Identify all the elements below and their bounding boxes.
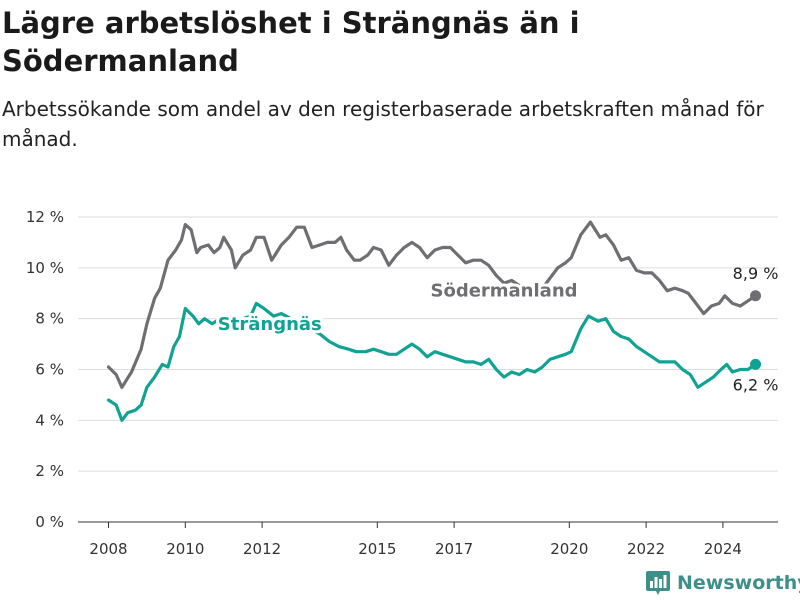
x-tick-label: 2015 — [358, 540, 396, 558]
x-tick-label: 2020 — [550, 540, 588, 558]
y-tick-label: 10 % — [26, 259, 64, 277]
series-name-label: Södermanland — [430, 281, 577, 302]
newsworthy-brand: Newsworthy — [645, 568, 800, 598]
x-tick-label: 2024 — [704, 540, 742, 558]
y-tick-label: 6 % — [35, 361, 64, 379]
grid-lines — [78, 216, 778, 472]
chart-title: Lägre arbetslöshet i Strängnäs än i Söde… — [2, 6, 580, 78]
x-tick-label: 2017 — [435, 540, 473, 558]
series-line-sodermanland — [106, 220, 758, 389]
y-tick-label: 4 % — [35, 411, 64, 429]
x-tick-label: 2008 — [89, 540, 127, 558]
y-axis-tick-labels: 0 % 2 % 4 % 6 % 8 % 10 % 12 % — [26, 208, 64, 531]
series-line-strangnas — [106, 301, 758, 422]
y-tick-label: 8 % — [35, 310, 64, 328]
x-tick-label: 2022 — [627, 540, 665, 558]
x-tick-label: 2010 — [166, 540, 204, 558]
bar-chart-logo-icon — [646, 571, 670, 595]
chart-subtitle: Arbetssökande som andel av den registerb… — [2, 97, 764, 151]
series-name-label: Strängnäs — [218, 314, 322, 335]
y-tick-label: 12 % — [26, 208, 64, 226]
y-tick-label: 0 % — [35, 513, 64, 531]
x-axis-tick-labels: 2008 2010 2012 2015 2017 2020 2022 2024 — [89, 522, 742, 558]
x-tick-label: 2012 — [243, 540, 281, 558]
series-end-dot — [750, 358, 762, 370]
brand-name: Newsworthy — [677, 572, 800, 594]
y-tick-label: 2 % — [35, 462, 64, 480]
series-end-label: 6,2 % — [733, 375, 779, 394]
series-labels: 8,9 % 6,2 % Södermanland Strängnäs — [215, 264, 779, 395]
series-end-dot — [750, 290, 762, 302]
series-lines — [106, 220, 762, 422]
series-end-label: 8,9 % — [733, 264, 779, 283]
